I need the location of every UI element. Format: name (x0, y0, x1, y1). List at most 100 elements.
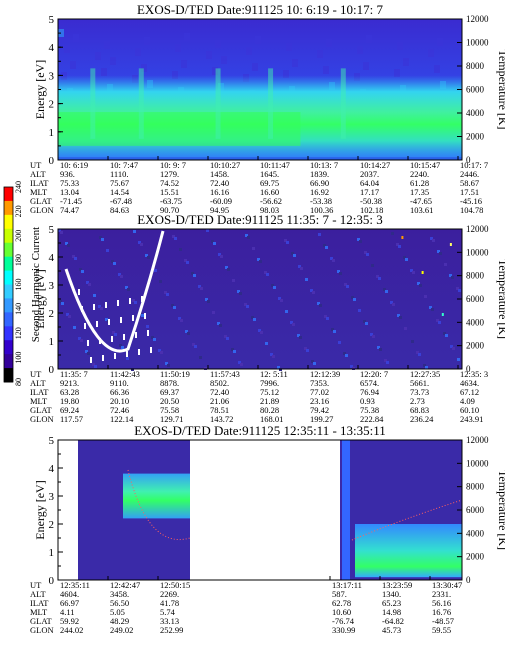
spectrogram-cell (114, 333, 117, 336)
ephemeris-cell: 13:17:11 (332, 580, 362, 590)
spectrogram-cell (441, 313, 444, 316)
ephemeris-cell: 10:11:47 (260, 160, 290, 170)
colorbar-swatch (4, 340, 13, 355)
ephemeris-cell: 67.12 (460, 387, 479, 397)
spectrogram-cell (151, 336, 154, 339)
ephemeris-cell: 56.50 (110, 598, 129, 608)
spectrogram-cell (240, 363, 243, 366)
spectrogram-cell (173, 306, 176, 309)
ephemeris-row-label: GLON (30, 205, 54, 215)
spectrogram-cell (323, 66, 329, 74)
left-axis-tick-label: 0 (49, 364, 55, 376)
spectrogram-cell (391, 232, 394, 235)
spectrogram-cell (154, 269, 157, 272)
spectrogram-cell (397, 314, 400, 317)
spectrogram-cell (193, 274, 196, 277)
spectrogram-cell (172, 71, 178, 79)
ephemeris-cell: -50.38 (360, 196, 382, 206)
spectrogram-cell (445, 334, 448, 337)
spectrogram-cell (290, 321, 293, 324)
spectrogram-cell (266, 273, 269, 276)
ephemeris-cell: 72.46 (110, 405, 129, 415)
spectrogram-cell (265, 342, 268, 345)
ephemeris-cell: 75.58 (160, 405, 179, 415)
spectrogram-cell (372, 335, 375, 338)
ephemeris-cell: 72.40 (210, 387, 229, 397)
spectrogram-cell (194, 345, 197, 348)
spectrogram-cell (120, 317, 122, 323)
intensity-band (123, 473, 190, 519)
intensity-streak (138, 68, 144, 139)
ephemeris-cell: 61.28 (410, 178, 429, 188)
intensity-band (355, 524, 462, 578)
ephemeris-row-label: UT (30, 160, 42, 170)
ephemeris-row-label: ALT (30, 378, 47, 388)
spectrogram-cell (59, 300, 62, 303)
spectrogram-cell (379, 348, 382, 351)
colorbar-tick-label: 200 (14, 230, 23, 242)
ephemeris-cell: 9213. (60, 378, 79, 388)
left-axis-label: Energy [eV] (33, 480, 47, 539)
spectrogram-cell (127, 288, 130, 291)
spectrogram-cell (286, 241, 289, 244)
spectrogram-plot (58, 229, 462, 371)
ephemeris-cell: 9110. (110, 378, 129, 388)
ephemeris-cell: -48.57 (432, 616, 454, 626)
ephemeris-cell: 12:27:35 (410, 369, 440, 379)
spectrogram-cell (333, 330, 336, 333)
spectrogram-cell (184, 33, 190, 41)
ephemeris-cell: 69.37 (160, 387, 179, 397)
ephemeris-cell: 20.50 (160, 396, 179, 406)
ephemeris-cell: 143.72 (210, 414, 233, 424)
spectrogram-cell (416, 351, 419, 354)
spectrogram-cell (337, 270, 340, 273)
spectrogram-cell (403, 256, 406, 259)
left-axis-tick-label: 1 (49, 127, 55, 139)
right-axis-tick-label: 12000 (466, 14, 489, 24)
spectrogram-cell (273, 286, 276, 289)
ephemeris-cell: 12:50:15 (160, 580, 190, 590)
spectrogram-cell (286, 43, 292, 51)
ephemeris-cell: 16.60 (260, 187, 279, 197)
spectrogram-cell (390, 301, 393, 304)
right-axis-tick-label: 4000 (466, 317, 485, 327)
spectrogram-cell (146, 325, 149, 328)
spectrogram-cell (111, 260, 114, 263)
spectrogram-cell (431, 308, 434, 311)
spectrogram-cell (164, 291, 167, 294)
spectrogram-cell (67, 244, 70, 247)
spectrogram-cell (180, 319, 183, 322)
ephemeris-cell: 41.78 (160, 598, 179, 608)
spectrogram-cell (330, 257, 333, 260)
right-axis-tick-label: 2000 (466, 341, 485, 351)
spectrogram-cell (220, 255, 223, 258)
spectrogram-cell (424, 295, 427, 298)
ephemeris-cell: 78.51 (210, 405, 229, 415)
right-axis-tick-label: 6000 (466, 294, 485, 304)
spectrogram-cell (450, 345, 453, 348)
ephemeris-cell: 33.13 (160, 616, 179, 626)
spectrogram-cell (78, 337, 81, 340)
spectrogram-cell (377, 346, 380, 349)
ephemeris-cell: 66.90 (310, 178, 329, 188)
ephemeris-cell: 222.84 (360, 414, 384, 424)
ephemeris-cell: 2269. (160, 589, 179, 599)
ephemeris-cell: 14.98 (382, 607, 401, 617)
spectrogram-cell (343, 352, 346, 355)
spectrogram-cell (73, 34, 79, 42)
ephemeris-cell: 98.03 (260, 205, 279, 215)
spectrogram-cell (443, 332, 446, 335)
spectrogram-cell (449, 243, 452, 246)
spectrogram-cell (167, 364, 170, 367)
spectrogram-cell (144, 37, 150, 45)
spectrogram-cell (331, 328, 334, 331)
ephemeris-cell: 100.36 (310, 205, 333, 215)
colorbar-swatch (4, 284, 13, 299)
spectrogram-cell (79, 268, 82, 271)
spectrogram-cell (280, 299, 283, 302)
spectrogram-cell (81, 270, 84, 273)
spectrogram-cell (165, 362, 168, 365)
